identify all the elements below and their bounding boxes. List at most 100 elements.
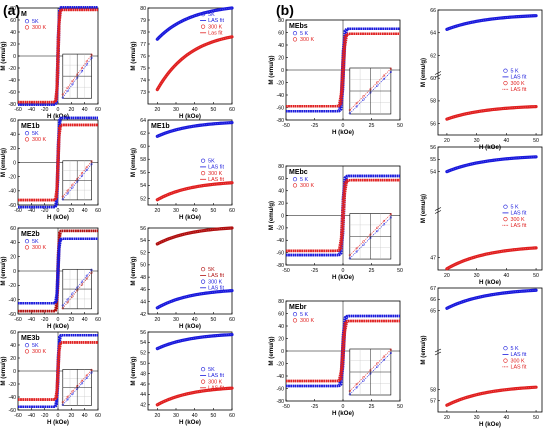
x-tick-label: -40 [28,107,36,113]
inset-point [61,93,64,96]
x-tick-label: 20 [68,107,74,113]
inset-point [382,219,386,223]
x-tick-label: 40 [192,107,198,113]
plot-frame [437,146,543,271]
loop-series-1-return [286,178,400,253]
y-tick-label: 46 [140,287,146,293]
legend-marker [200,171,206,176]
legend-label: LAS fit [510,352,526,358]
inset-point [71,292,74,295]
x-tick-label: 50 [533,415,539,421]
y-tick-label: 54 [140,183,146,189]
legend-label: 300 K [32,137,46,143]
x-axis-label: H (kOe) [332,410,354,417]
inset-point [90,368,93,372]
legend-label: LAS fit [510,365,526,371]
fit-line-0 [157,7,233,40]
x-tick-label: 0 [57,208,60,214]
inset-point [348,389,351,393]
legend-label: LAS fit [510,211,526,217]
axis-break-mark [434,207,442,214]
fit-line-1 [157,36,233,90]
x-tick-label: 30 [474,273,480,279]
inset-point [389,348,392,351]
inset-point [382,77,386,80]
legend-label: 300 K [510,358,524,364]
legend-label: 5 K [300,31,308,37]
loop-series-1-return [286,319,400,383]
x-axis-label: H (kOe) [47,419,69,426]
x-tick-label: -25 [311,123,319,129]
x-tick-label: 20 [68,413,74,419]
y-tick-label: 77 [140,42,146,48]
legend-label: 5 K [510,205,518,211]
y-tick-label: -20 [277,80,285,86]
legend-marker [503,358,508,363]
inset-point [389,70,392,74]
legend-marker [24,343,30,348]
y-tick-label: 20 [278,201,284,207]
y-tick-label: -80 [277,399,285,405]
y-axis-label: M (emu/g) [268,336,275,365]
inset-point [90,56,93,59]
x-tick-label: 25 [369,404,375,410]
y-tick-label: 80 [278,299,284,305]
x-tick-label: 40 [503,138,509,144]
x-tick-label: -20 [41,413,49,419]
x-tick-label: 40 [82,107,88,113]
x-tick-label: -40 [28,208,36,214]
y-tick-label: 64 [430,31,436,37]
y-tick-label: 60 [140,144,146,150]
y-tick-label: 60 [430,76,436,82]
chart-b-MEbc-loop: -50 -25 0 25 50 -80 -60 -40 -20 0 20 40 60 80 H (kOe) M… [268,164,403,281]
y-axis-label: M (emu/g) [0,41,7,70]
inset-point [66,86,69,89]
y-tick-label: 56 [140,330,146,336]
y-tick-label: 60 [278,176,284,182]
y-tick-label: -20 [277,226,285,232]
inset-point [355,247,358,250]
fit-line-0 [157,227,233,245]
inset-point [90,160,93,163]
x-tick-label: -60 [14,317,22,323]
y-tick-label: 52 [140,250,146,256]
y-tick-label: 54 [430,169,436,175]
x-axis-label: H (kOe) [47,113,69,120]
y-tick-label: -80 [9,102,17,108]
legend-marker [200,12,206,17]
x-tick-label: 40 [82,208,88,214]
y-tick-label: -20 [9,283,17,289]
y-tick-label: 20 [278,55,284,61]
x-tick-label: 40 [192,317,198,323]
legend-marker [200,267,206,272]
inset-point [348,108,351,112]
chart-a-ME2b-loop: -60 -40 -20 0 20 40 60 -60 -40 -20 0 20 40 60 H (kOe) M… [0,226,101,330]
y-tick-label: 74 [140,78,146,84]
y-tick-label: 64 [140,118,146,124]
x-tick-label: 60 [229,317,235,323]
fit-series-0 [155,226,234,246]
x-tick-label: 0 [57,413,60,419]
y-tick-label: -40 [277,374,285,380]
fit-line-0 [446,15,537,30]
legend-marker [503,217,508,222]
y-tick-label: 40 [10,240,16,246]
x-tick-label: 60 [229,107,235,113]
y-axis-label: M (emu/g) [268,201,275,230]
fit-series-0 [445,155,538,174]
legend-marker [292,37,298,42]
chart-title: MEbc [289,169,308,176]
legend-label: 300 K [208,24,222,30]
y-axis-label: M (emu/g) [130,356,137,385]
x-tick-label: 20 [154,107,160,113]
legend-label: 5K [32,131,39,137]
legend-marker [292,31,298,36]
chart-a-ME1b-fit: 20 30 40 50 60 52 54 56 58 60 62 64 H (kOe) M (emu/g)… [130,118,235,221]
y-tick-label: 20 [278,336,284,342]
inset-point [61,304,64,307]
x-tick-label: 40 [82,317,88,323]
y-tick-label: -60 [9,203,17,209]
fit-series-0 [155,333,234,351]
loop-series-0-return [286,314,400,388]
